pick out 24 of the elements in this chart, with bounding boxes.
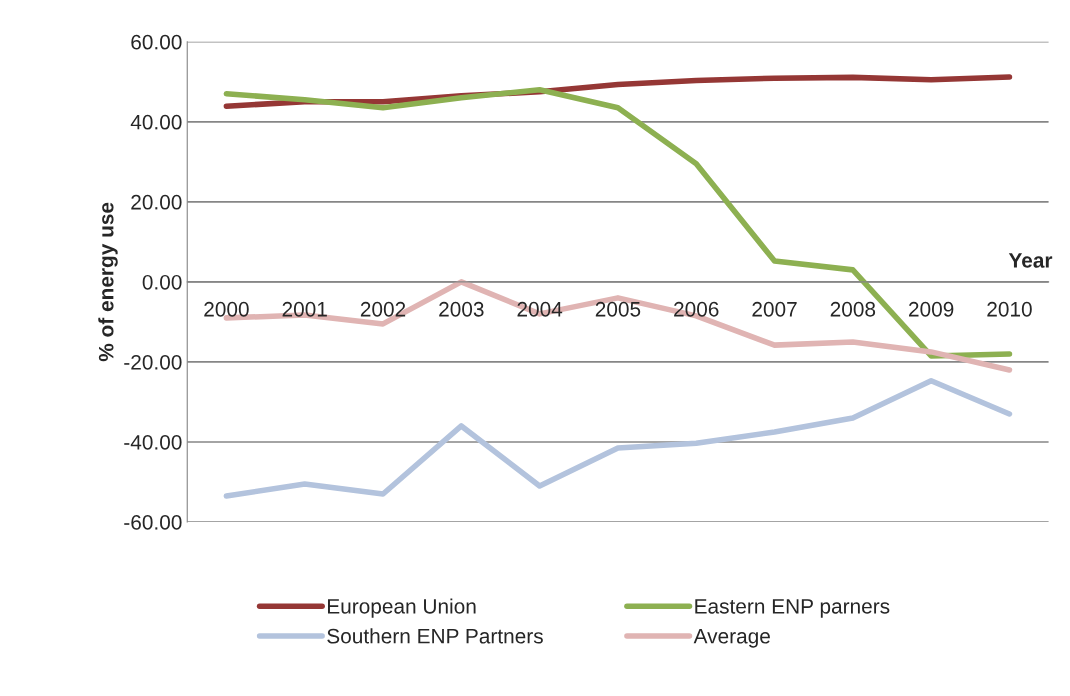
x-tick-label: 2001 [282,301,327,317]
y-tick-label: -60.00 [124,515,182,530]
x-tick-label: 2005 [595,301,641,317]
x-tick-label: 2006 [674,301,719,317]
y-tick-label: -40.00 [124,434,182,450]
y-tick-label: 40.00 [130,114,182,130]
y-tick-label: -20.00 [124,354,182,370]
x-tick-label: 2002 [360,301,406,317]
y-tick-label: 60.00 [131,34,182,50]
x-tick-label: 2008 [830,301,876,317]
x-axis-title: Year [1008,253,1053,268]
x-tick-label: 2003 [439,301,484,317]
x-tick-label: 2000 [204,301,249,317]
legend-label: Average [693,628,770,648]
x-tick-label: 2007 [752,301,797,317]
y-tick-label: 20.00 [131,194,182,210]
x-tick-label: 2004 [517,301,563,317]
legend-label: European Union [328,598,476,618]
x-tick-label: 2010 [987,301,1032,317]
legend-label: Eastern ENP parners [695,599,890,618]
y-axis-title: % of energy use [98,202,118,362]
x-tick-label: 2009 [909,301,954,317]
legend-label: Southern ENP Partners [327,628,543,644]
y-tick-label: 0.00 [142,274,182,290]
